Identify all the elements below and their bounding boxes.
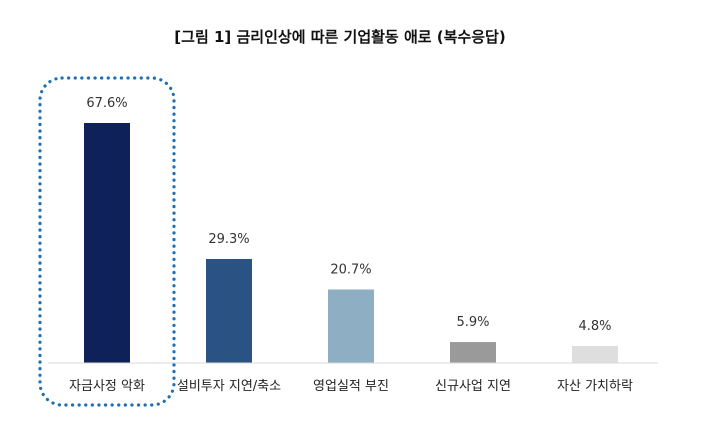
bars-layer	[84, 123, 618, 363]
value-label-1: 67.6%	[86, 96, 127, 111]
value-label-4: 5.9%	[456, 315, 489, 330]
category-label-5: 자산 가치하락	[557, 379, 633, 394]
bar-3	[328, 289, 374, 363]
value-label-3: 20.7%	[330, 263, 371, 278]
category-label-1: 자금사정 악화	[69, 379, 145, 394]
category-label-3: 영업실적 부진	[313, 379, 389, 394]
bar-1	[84, 123, 130, 363]
value-label-2: 29.3%	[208, 232, 249, 247]
labels-layer: 67.6% 자금사정 악화 29.3% 설비투자 지연/축소 20.7% 영업실적 부진 5…	[69, 96, 633, 394]
highlight-frame	[38, 76, 176, 407]
bar-2	[206, 258, 252, 363]
category-label-4: 신규사업 지연	[435, 379, 511, 394]
bar-5	[572, 345, 618, 363]
highlight-layer	[38, 76, 176, 407]
chart-title: [그림 1] 금리인상에 따른 기업활동 애로 (복수응답)	[174, 28, 505, 46]
category-label-2: 설비투자 지연/축소	[177, 379, 281, 394]
value-label-5: 4.8%	[578, 319, 611, 334]
bar-4	[450, 342, 496, 363]
